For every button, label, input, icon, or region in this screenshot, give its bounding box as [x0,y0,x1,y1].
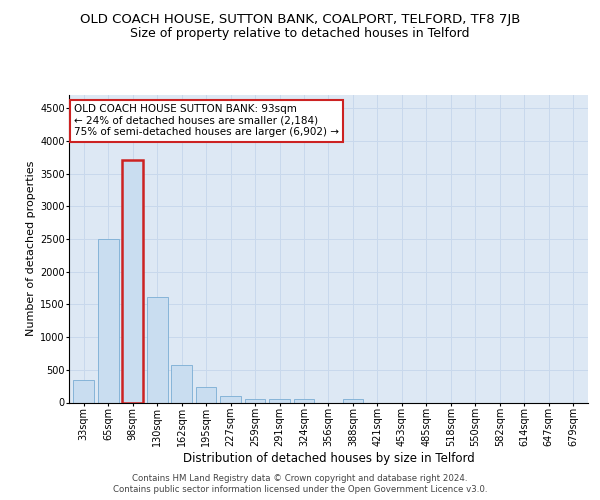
Bar [269,399,290,402]
Bar [98,239,119,402]
Bar [245,398,265,402]
Bar [171,364,192,403]
Bar [122,160,143,402]
Text: Contains HM Land Registry data © Crown copyright and database right 2024.
Contai: Contains HM Land Registry data © Crown c… [113,474,487,494]
Bar [220,396,241,402]
Bar [343,399,364,402]
Bar [122,160,143,402]
X-axis label: Distribution of detached houses by size in Telford: Distribution of detached houses by size … [182,452,475,464]
Bar [293,399,314,402]
Bar [73,380,94,402]
Text: Size of property relative to detached houses in Telford: Size of property relative to detached ho… [130,28,470,40]
Y-axis label: Number of detached properties: Number of detached properties [26,161,36,336]
Text: OLD COACH HOUSE, SUTTON BANK, COALPORT, TELFORD, TF8 7JB: OLD COACH HOUSE, SUTTON BANK, COALPORT, … [80,12,520,26]
Bar [147,296,167,403]
Text: OLD COACH HOUSE SUTTON BANK: 93sqm
← 24% of detached houses are smaller (2,184)
: OLD COACH HOUSE SUTTON BANK: 93sqm ← 24%… [74,104,339,138]
Bar [196,388,217,402]
